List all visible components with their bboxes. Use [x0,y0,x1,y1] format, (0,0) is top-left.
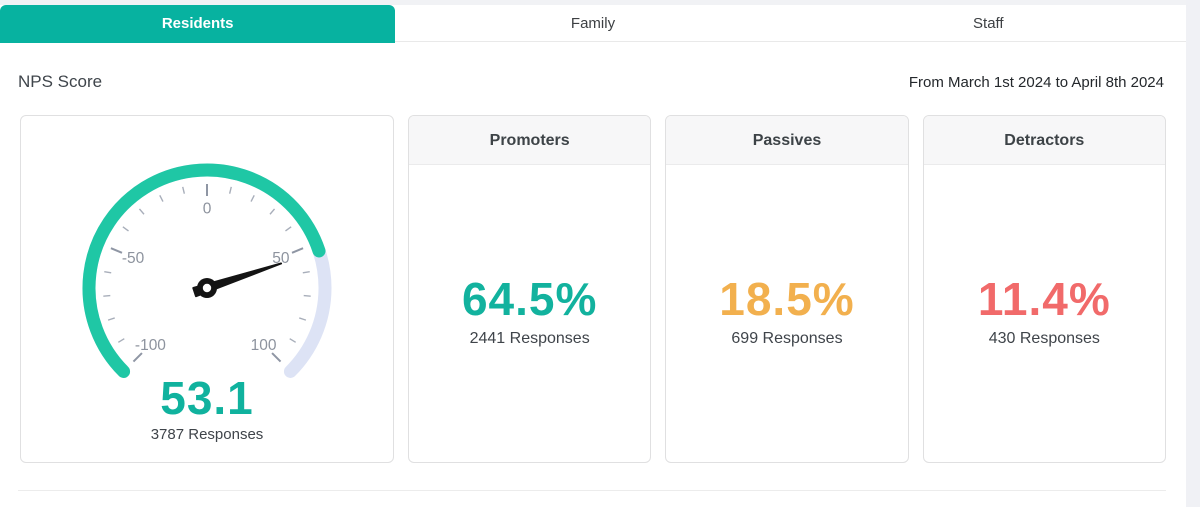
passives-card-body: 18.5% 699 Responses [666,165,907,462]
promoters-card: Promoters 64.5% 2441 Responses [408,115,652,463]
tab-residents[interactable]: Residents [0,5,396,43]
passives-card: Passives 18.5% 699 Responses [665,115,909,463]
bottom-divider [18,490,1166,491]
page-title: NPS Score [18,72,103,91]
promoters-card-body: 64.5% 2441 Responses [409,165,650,462]
promoters-responses: 2441 Responses [469,329,590,347]
tab-family[interactable]: Family [395,5,790,42]
tab-bar: Residents Family Staff [0,5,1186,43]
promoters-card-title: Promoters [409,116,651,165]
svg-text:0: 0 [203,200,212,217]
nps-gauge-card: -100 -50 0 50 100 53.1 3787 Responses [20,115,394,463]
tab-staff[interactable]: Staff [791,5,1186,42]
content-area: NPS Score From March 1st 2024 to April 8… [0,42,1186,507]
nps-score-value: 53.1 [160,372,254,424]
passives-percent: 18.5% [719,272,855,325]
detractors-responses: 430 Responses [988,329,1100,347]
svg-text:100: 100 [251,337,277,354]
promoters-percent: 64.5% [461,272,598,325]
scrollbar-track[interactable] [1186,0,1200,507]
nps-total-responses: 3787 Responses [150,426,264,443]
date-range-label: From March 1st 2024 to April 8th 2024 [908,74,1164,91]
detractors-percent: 11.4% [977,272,1111,325]
tab-family-label: Family [570,15,616,32]
detractors-card-body: 11.4% 430 Responses [924,165,1165,462]
nps-gauge: -100 -50 0 50 100 [82,163,332,378]
svg-text:50: 50 [272,250,290,267]
detractors-card-title: Detractors [923,116,1165,165]
svg-text:-100: -100 [135,337,166,354]
passives-responses: 699 Responses [731,329,843,347]
passives-card-title: Passives [666,116,908,165]
header-row: NPS Score From March 1st 2024 to April 8… [0,42,1186,92]
svg-text:-50: -50 [122,250,145,267]
tab-staff-label: Staff [973,15,1004,32]
detractors-card: Detractors 11.4% 430 Responses [922,115,1166,463]
cards-row: -100 -50 0 50 100 53.1 3787 Responses Promot… [0,115,1186,463]
tab-residents-label: Residents [161,15,234,32]
